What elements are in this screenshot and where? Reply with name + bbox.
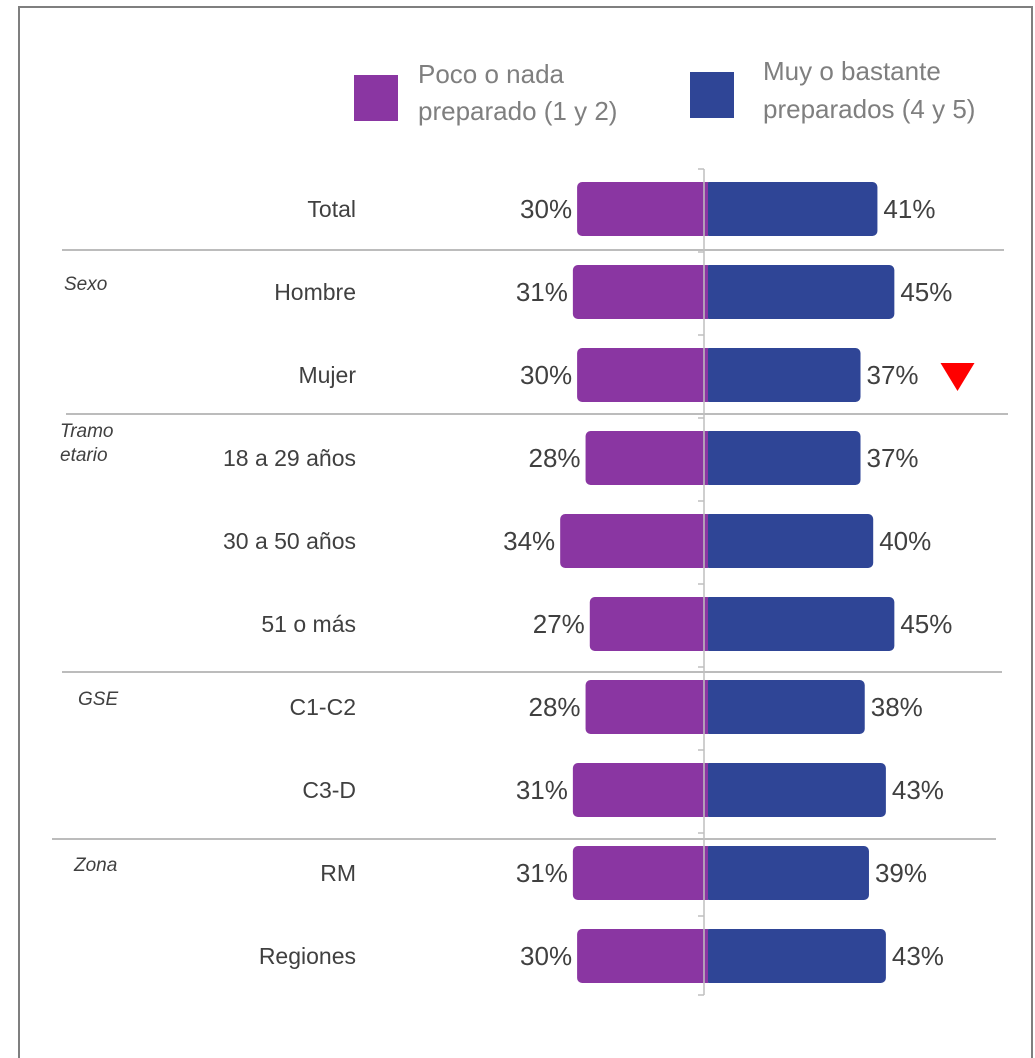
bar-poco-8: [572, 763, 708, 817]
down-triangle-icon: [940, 363, 975, 391]
bar-poco-2: [572, 265, 708, 319]
bar-joint-1: [704, 182, 708, 236]
legend-label-2: preparados (4 y 5): [763, 94, 975, 124]
legend-label-2: Muy o bastante: [763, 56, 941, 86]
bar-poco-3: [577, 348, 708, 402]
bar-joint-7: [704, 680, 708, 734]
bar-joint-4: [704, 431, 708, 485]
category-label: Hombre: [274, 279, 356, 305]
bar-joint-9: [704, 846, 708, 900]
category-label: 51 o más: [261, 611, 356, 637]
value-label-muy: 37%: [867, 360, 919, 390]
value-label-muy: 43%: [892, 941, 944, 971]
bar-poco-9: [572, 846, 708, 900]
bar-muy-2: [704, 265, 895, 319]
value-label-muy: 39%: [875, 858, 927, 888]
bar-muy-1: [704, 182, 878, 236]
legend: Poco o nada preparado (1 y 2) Muy o bastan…: [354, 56, 975, 126]
bar-joint-3: [704, 348, 708, 402]
group-label: Tramo: [60, 421, 113, 442]
bar-joint-2: [704, 265, 708, 319]
category-label: C3-D: [302, 777, 356, 803]
category-label: Total: [307, 196, 356, 222]
value-label-poco: 30%: [520, 941, 572, 971]
labels: Total 30% 41% Hombre 31% 45% Mujer 30% 37% 18 a 2…: [60, 194, 975, 971]
bar-joint-5: [704, 514, 708, 568]
bar-poco-5: [560, 514, 708, 568]
value-label-muy: 37%: [867, 443, 919, 473]
group-label: Zona: [73, 855, 117, 876]
group-label: Sexo: [64, 274, 107, 295]
bar-poco-1: [577, 182, 708, 236]
group-label: etario: [60, 445, 108, 466]
bar-poco-7: [585, 680, 708, 734]
value-label-poco: 31%: [516, 858, 568, 888]
legend-swatch-1: [354, 75, 398, 121]
bar-muy-4: [704, 431, 861, 485]
bar-muy-5: [704, 514, 874, 568]
center-axis: [698, 168, 705, 996]
value-label-poco: 28%: [529, 692, 581, 722]
category-label: 18 a 29 años: [223, 445, 356, 471]
bar-joint-10: [704, 929, 708, 983]
value-label-poco: 30%: [520, 194, 572, 224]
value-label-poco: 27%: [533, 609, 585, 639]
category-label: Regiones: [259, 943, 356, 969]
value-label-muy: 40%: [879, 526, 931, 556]
value-label-poco: 31%: [516, 775, 568, 805]
value-label-poco: 30%: [520, 360, 572, 390]
group-label: GSE: [78, 689, 118, 710]
value-label-muy: 45%: [900, 609, 952, 639]
category-label: C1-C2: [290, 694, 356, 720]
bar-muy-8: [704, 763, 886, 817]
value-label-poco: 34%: [503, 526, 555, 556]
value-label-muy: 38%: [871, 692, 923, 722]
category-label: 30 a 50 años: [223, 528, 356, 554]
bar-poco-4: [585, 431, 708, 485]
value-label-poco: 28%: [529, 443, 581, 473]
value-label-muy: 45%: [900, 277, 952, 307]
bar-muy-3: [704, 348, 861, 402]
bar-joint-8: [704, 763, 708, 817]
value-label-poco: 31%: [516, 277, 568, 307]
bars: [560, 182, 895, 983]
value-label-muy: 41%: [883, 194, 935, 224]
legend-label-1: Poco o nada: [418, 59, 565, 89]
category-label: Mujer: [298, 362, 356, 388]
bar-muy-7: [704, 680, 865, 734]
bar-muy-10: [704, 929, 886, 983]
category-label: RM: [320, 860, 356, 886]
legend-swatch-2: [690, 72, 734, 118]
bar-muy-9: [704, 846, 869, 900]
group-separators: [52, 249, 1008, 840]
bar-muy-6: [704, 597, 895, 651]
legend-label-1: preparado (1 y 2): [418, 96, 617, 126]
bar-poco-6: [589, 597, 708, 651]
bar-joint-6: [704, 597, 708, 651]
value-label-muy: 43%: [892, 775, 944, 805]
chart-frame: [18, 6, 1033, 1058]
bar-poco-10: [577, 929, 708, 983]
